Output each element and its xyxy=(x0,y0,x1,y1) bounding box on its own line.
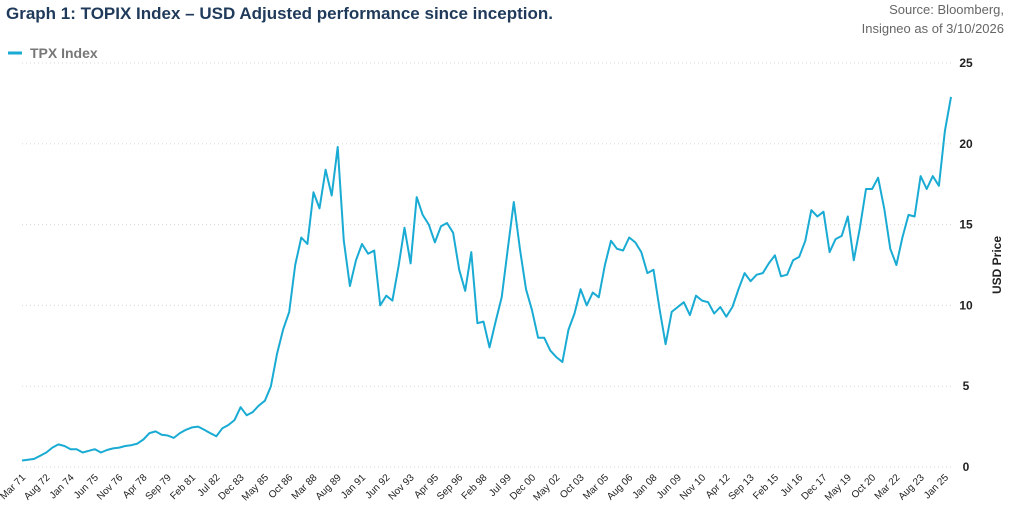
y-axis-label: USD Price xyxy=(990,236,1004,294)
x-tick-label: Jan 91 xyxy=(339,472,368,501)
x-tick-label: Aug 72 xyxy=(22,472,52,502)
line-series xyxy=(21,96,952,462)
x-tick-label: Nov 93 xyxy=(387,472,417,502)
x-tick-label: Sep 96 xyxy=(435,472,465,502)
x-tick-label: Nov 76 xyxy=(95,472,125,502)
x-tick-label: Aug 89 xyxy=(314,472,344,502)
x-tick-label: Aug 06 xyxy=(605,472,635,502)
y-tick-label: 10 xyxy=(959,298,973,312)
chart-title: Graph 1: TOPIX Index – USD Adjusted perf… xyxy=(6,4,553,23)
source: Insigneo as of 3/10/2026 xyxy=(862,21,1004,36)
x-tick-label: May 85 xyxy=(240,472,271,503)
x-tick-label: May 02 xyxy=(531,472,562,503)
x-tick-label: Feb 98 xyxy=(460,472,490,502)
y-tick-label: 0 xyxy=(963,460,970,474)
x-tick-label: Nov 10 xyxy=(678,472,708,502)
x-tick-label: Jan 25 xyxy=(922,472,951,501)
y-tick-label: 5 xyxy=(963,379,970,393)
x-tick-label: May 19 xyxy=(823,472,854,503)
y-tick-label: 20 xyxy=(959,137,973,151)
legend-label: TPX Index xyxy=(30,45,98,61)
x-tick-label: Feb 81 xyxy=(168,472,198,502)
x-tick-label: Jan 74 xyxy=(48,472,77,501)
x-tick-label: Sep 13 xyxy=(727,472,757,502)
x-tick-label: Aug 23 xyxy=(897,472,927,502)
x-tick-label: Feb 15 xyxy=(751,472,781,502)
y-tick-label: 25 xyxy=(959,56,973,70)
x-tick-label: Sep 79 xyxy=(144,472,174,502)
y-tick-label: 15 xyxy=(959,218,973,232)
x-tick-label: Jan 08 xyxy=(631,472,660,501)
source: Source: Bloomberg, xyxy=(889,2,1004,17)
